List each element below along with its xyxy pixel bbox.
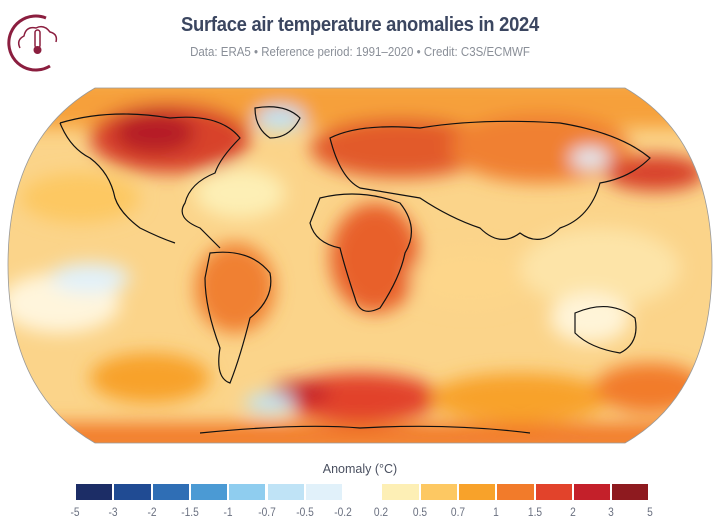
legend-swatch [305,484,343,500]
anomaly-field [8,88,712,443]
legend-swatch [573,484,611,500]
legend-tick-label: 1.5 [527,505,542,519]
chart-title: Surface air temperature anomalies in 202… [181,14,539,36]
legend-swatch [267,484,304,500]
legend-tick-label: 0.5 [412,505,427,519]
legend-swatch [382,484,419,500]
legend-swatch [190,484,228,500]
legend-tick-label: 0.2 [374,505,389,519]
legend-title: Anomaly (°C) [322,462,398,476]
legend-swatch [420,484,457,500]
legend-tick-label: -3 [108,505,118,519]
legend-swatch [612,484,649,500]
legend-tick-label: -0.5 [296,505,314,519]
legend-swatch [344,484,381,500]
legend-swatch [76,484,113,500]
legend-swatch [229,484,266,500]
legend-swatch [535,484,572,500]
coastlines [59,106,651,434]
legend-tick-label: 0.7 [450,505,466,519]
legend-tick-label: -0.7 [257,505,276,519]
legend-swatch [497,484,534,500]
chart-subtitle: Data: ERA5 • Reference period: 1991–2020… [190,45,530,59]
legend-tick-label: 5 [646,505,653,519]
legend-tick-label: -1.5 [181,505,199,519]
legend-tick-label: -0.2 [334,505,352,519]
legend-tick-label: -2 [147,505,157,519]
legend-tick-label: 3 [608,505,615,519]
legend-tick-label: 2 [570,505,576,519]
world-anomaly-map [7,87,713,444]
cloud-thermometer-logo-icon [7,14,58,72]
legend-tick-label: -5 [70,505,80,519]
legend-tick-label: -1 [223,505,233,519]
legend-swatch [459,484,496,500]
legend-swatch [152,484,189,500]
legend-tick-label: 1 [493,505,500,519]
legend-swatch [114,484,151,500]
